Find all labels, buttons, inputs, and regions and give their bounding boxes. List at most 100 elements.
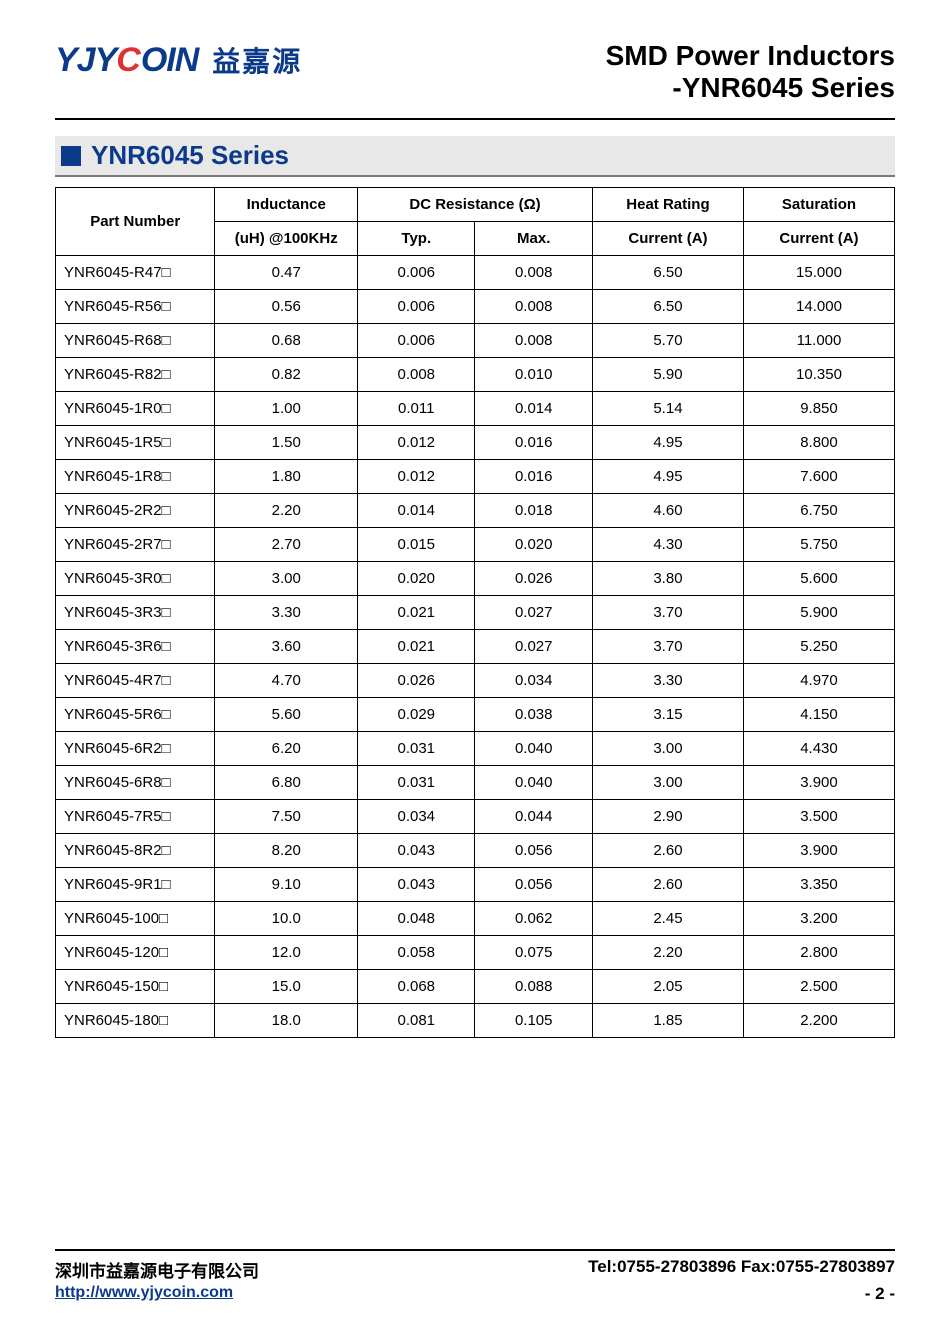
th-part-number: Part Number <box>56 188 215 256</box>
cell-value: 2.45 <box>592 902 743 936</box>
cell-value: 0.008 <box>475 324 592 358</box>
table-row: YNR6045-7R5□7.500.0340.0442.903.500 <box>56 800 895 834</box>
cell-part-number: YNR6045-100□ <box>56 902 215 936</box>
doc-title-line1: SMD Power Inductors <box>606 40 895 72</box>
cell-value: 5.750 <box>743 528 894 562</box>
cell-part-number: YNR6045-6R2□ <box>56 732 215 766</box>
cell-value: 0.031 <box>358 732 475 766</box>
table-row: YNR6045-120□12.00.0580.0752.202.800 <box>56 936 895 970</box>
cell-value: 4.30 <box>592 528 743 562</box>
cell-value: 2.20 <box>215 494 358 528</box>
cell-part-number: YNR6045-1R8□ <box>56 460 215 494</box>
cell-part-number: YNR6045-3R3□ <box>56 596 215 630</box>
table-row: YNR6045-100□10.00.0480.0622.453.200 <box>56 902 895 936</box>
table-row: YNR6045-R82□0.820.0080.0105.9010.350 <box>56 358 895 392</box>
cell-value: 0.012 <box>358 460 475 494</box>
cell-value: 3.60 <box>215 630 358 664</box>
section-header-bar: YNR6045 Series <box>55 136 895 177</box>
footer-divider <box>55 1249 895 1251</box>
cell-value: 2.200 <box>743 1004 894 1038</box>
cell-value: 0.020 <box>475 528 592 562</box>
cell-value: 3.00 <box>592 732 743 766</box>
cell-part-number: YNR6045-R47□ <box>56 256 215 290</box>
footer-url-link[interactable]: http://www.yjycoin.com <box>55 1284 233 1304</box>
cell-part-number: YNR6045-R68□ <box>56 324 215 358</box>
table-row: YNR6045-3R0□3.000.0200.0263.805.600 <box>56 562 895 596</box>
th-dcr: DC Resistance (Ω) <box>358 188 593 222</box>
table-row: YNR6045-4R7□4.700.0260.0343.304.970 <box>56 664 895 698</box>
cell-value: 0.021 <box>358 596 475 630</box>
cell-value: 0.026 <box>358 664 475 698</box>
cell-value: 3.80 <box>592 562 743 596</box>
logo-text-yjy: YJY <box>55 41 116 79</box>
cell-value: 0.006 <box>358 256 475 290</box>
cell-value: 0.027 <box>475 596 592 630</box>
cell-value: 5.90 <box>592 358 743 392</box>
cell-value: 12.0 <box>215 936 358 970</box>
cell-value: 0.034 <box>358 800 475 834</box>
cell-part-number: YNR6045-3R0□ <box>56 562 215 596</box>
table-row: YNR6045-1R8□1.800.0120.0164.957.600 <box>56 460 895 494</box>
cell-value: 5.70 <box>592 324 743 358</box>
cell-value: 0.015 <box>358 528 475 562</box>
spec-table: Part Number Inductance DC Resistance (Ω)… <box>55 187 895 1038</box>
cell-value: 5.900 <box>743 596 894 630</box>
logo-text-cn: 益嘉源 <box>212 40 302 80</box>
cell-value: 2.500 <box>743 970 894 1004</box>
cell-part-number: YNR6045-2R7□ <box>56 528 215 562</box>
cell-value: 0.021 <box>358 630 475 664</box>
cell-value: 0.018 <box>475 494 592 528</box>
table-row: YNR6045-6R8□6.800.0310.0403.003.900 <box>56 766 895 800</box>
cell-value: 4.95 <box>592 460 743 494</box>
cell-value: 0.034 <box>475 664 592 698</box>
cell-value: 0.011 <box>358 392 475 426</box>
cell-value: 0.014 <box>475 392 592 426</box>
cell-value: 0.056 <box>475 834 592 868</box>
cell-value: 3.30 <box>592 664 743 698</box>
cell-value: 4.95 <box>592 426 743 460</box>
cell-value: 0.008 <box>475 290 592 324</box>
cell-value: 0.027 <box>475 630 592 664</box>
cell-value: 14.000 <box>743 290 894 324</box>
th-dcr-typ: Typ. <box>358 222 475 256</box>
header-divider <box>55 118 895 120</box>
cell-value: 0.075 <box>475 936 592 970</box>
cell-value: 0.040 <box>475 732 592 766</box>
table-row: YNR6045-R47□0.470.0060.0086.5015.000 <box>56 256 895 290</box>
cell-value: 2.60 <box>592 868 743 902</box>
cell-value: 9.10 <box>215 868 358 902</box>
cell-value: 10.0 <box>215 902 358 936</box>
cell-value: 0.044 <box>475 800 592 834</box>
cell-value: 1.00 <box>215 392 358 426</box>
cell-value: 3.00 <box>592 766 743 800</box>
section-square-icon <box>61 146 81 166</box>
spec-table-body: YNR6045-R47□0.470.0060.0086.5015.000YNR6… <box>56 256 895 1038</box>
cell-value: 2.70 <box>215 528 358 562</box>
footer-contact: Tel:0755-27803896 Fax:0755-27803897 <box>588 1257 895 1282</box>
cell-part-number: YNR6045-3R6□ <box>56 630 215 664</box>
cell-value: 0.006 <box>358 324 475 358</box>
cell-value: 3.00 <box>215 562 358 596</box>
cell-value: 6.750 <box>743 494 894 528</box>
cell-part-number: YNR6045-150□ <box>56 970 215 1004</box>
cell-value: 0.020 <box>358 562 475 596</box>
th-sat-sub: Current (A) <box>743 222 894 256</box>
cell-value: 0.56 <box>215 290 358 324</box>
cell-value: 18.0 <box>215 1004 358 1038</box>
cell-value: 6.20 <box>215 732 358 766</box>
cell-value: 0.012 <box>358 426 475 460</box>
cell-value: 0.105 <box>475 1004 592 1038</box>
table-row: YNR6045-9R1□9.100.0430.0562.603.350 <box>56 868 895 902</box>
cell-value: 15.000 <box>743 256 894 290</box>
page-number: - 2 - <box>865 1284 895 1304</box>
logo-text-c: C <box>116 41 141 79</box>
cell-value: 6.50 <box>592 256 743 290</box>
cell-value: 3.500 <box>743 800 894 834</box>
cell-value: 8.20 <box>215 834 358 868</box>
cell-value: 3.900 <box>743 766 894 800</box>
cell-value: 7.600 <box>743 460 894 494</box>
page-footer: 深圳市益嘉源电子有限公司 Tel:0755-27803896 Fax:0755-… <box>55 1249 895 1304</box>
cell-value: 2.800 <box>743 936 894 970</box>
cell-part-number: YNR6045-2R2□ <box>56 494 215 528</box>
cell-value: 0.043 <box>358 868 475 902</box>
